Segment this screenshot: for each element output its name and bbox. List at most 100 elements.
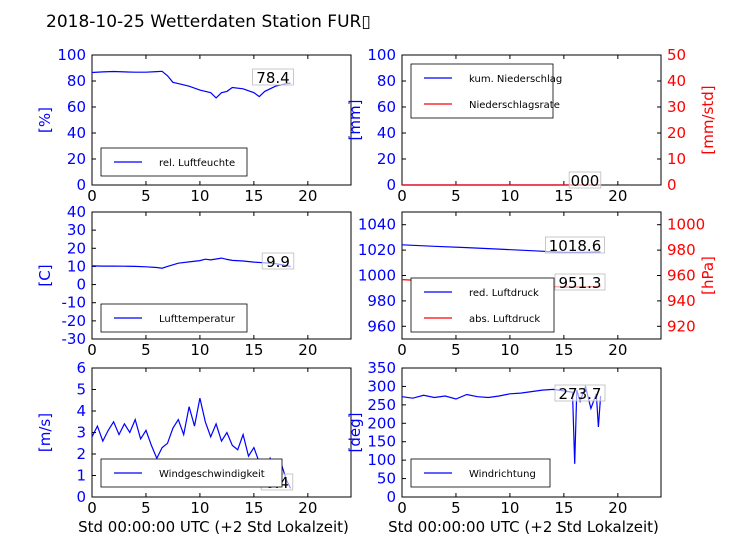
x-axis-label: Std 00:00:00 UTC (+2 Std Lokalzeit) [388, 518, 659, 536]
y-tick-label: -20 [62, 312, 87, 330]
y-tick-label: 60 [67, 98, 86, 116]
legend-box [410, 63, 554, 119]
plot-frame [401, 367, 662, 498]
y-tick-label: 2 [76, 445, 86, 463]
y-tick-label: 100 [57, 46, 86, 64]
y-tick-label: 80 [377, 72, 396, 90]
x-tick-label: 20 [608, 499, 627, 517]
y-tick-label: 1040 [358, 216, 396, 234]
plot-frame [91, 54, 352, 186]
y-tick-label: 5 [76, 381, 86, 399]
y-tick-label: 0 [76, 176, 86, 194]
y2-axis-label: [mm/std] [699, 85, 717, 154]
y-tick-label: 50 [377, 470, 396, 488]
annotation-box [252, 68, 294, 86]
figure-title: 2018-10-25 Wetterdaten Station FUR▯ [46, 12, 371, 32]
x-tick-label: 0 [397, 499, 407, 517]
y-tick-label: -30 [62, 330, 87, 348]
y-axis-label: [%] [36, 107, 54, 133]
annotation-label: 951.3 [559, 274, 602, 292]
y-tick-label: 20 [67, 239, 86, 257]
x-tick-label: 20 [298, 341, 317, 359]
y2-tick-label: 50 [667, 46, 686, 64]
series-line-1 [92, 70, 291, 99]
y-axis-label: [deg] [346, 413, 364, 453]
y-tick-label: 40 [67, 124, 86, 142]
x-tick-label: 10 [500, 187, 519, 205]
y-tick-label: 300 [367, 377, 396, 395]
annotation-box [568, 171, 602, 189]
y-tick-label: 1020 [358, 241, 396, 259]
y-tick-label: 250 [367, 396, 396, 414]
legend-label: rel. Luftfeuchte [159, 158, 235, 169]
x-axis-label: Std 00:00:00 UTC (+2 Std Lokalzeit) [78, 518, 349, 536]
annotation-box [261, 252, 295, 270]
y-tick-label: 20 [67, 150, 86, 168]
x-tick-label: 20 [608, 187, 627, 205]
y-tick-label: 1 [76, 467, 86, 485]
y-tick-label: 150 [367, 433, 396, 451]
y-axis-label: [C] [36, 264, 54, 286]
y-tick-label: 60 [377, 98, 396, 116]
x-tick-label: 5 [451, 187, 461, 205]
y-tick-label: 0 [386, 488, 396, 506]
annotation-box [554, 384, 606, 402]
x-tick-label: 15 [554, 187, 573, 205]
annotation-label: 78.4 [256, 69, 289, 87]
x-tick-label: 5 [451, 341, 461, 359]
panel-3: 0 5 10 15 20-30-20-10010203040[C]9.9Lufttemp… [36, 203, 352, 359]
y2-tick-label: 30 [667, 98, 686, 116]
x-tick-label: 10 [190, 187, 209, 205]
y-tick-label: -10 [62, 294, 87, 312]
annotation-label: 273.7 [559, 385, 602, 403]
y-tick-label: 3 [76, 424, 86, 442]
y2-tick-label: 40 [667, 72, 686, 90]
y2-tick-label: 10 [667, 150, 686, 168]
x-tick-label: 10 [500, 499, 519, 517]
x-tick-label: 15 [554, 499, 573, 517]
y2-tick-label: 920 [667, 317, 696, 335]
y-tick-label: 30 [67, 221, 86, 239]
x-tick-label: 15 [244, 499, 263, 517]
y-tick-label: 6 [76, 359, 86, 377]
annotation-box [545, 236, 606, 254]
y-tick-label: 980 [367, 292, 396, 310]
y-tick-label: 0 [386, 176, 396, 194]
y-tick-label: 1000 [358, 267, 396, 285]
y-tick-label: 20 [377, 150, 396, 168]
y-tick-label: 40 [377, 124, 396, 142]
x-tick-label: 0 [87, 341, 97, 359]
y2-axis-label: [hPa] [699, 256, 717, 295]
x-tick-label: 0 [87, 499, 97, 517]
x-tick-label: 10 [190, 499, 209, 517]
x-tick-label: 20 [608, 341, 627, 359]
x-tick-label: 5 [451, 499, 461, 517]
x-tick-label: 5 [141, 341, 151, 359]
y-tick-label: 80 [67, 72, 86, 90]
y2-tick-label: 980 [667, 241, 696, 259]
legend-label: Lufttemperatur [159, 314, 236, 325]
y-axis-label: [mm] [346, 100, 364, 141]
panel-1: 0 5 10 15 20 0 20 40 60 80 100 [%] 78.4 rel. Luftfeuc… [36, 46, 352, 205]
y2-tick-label: 20 [667, 124, 686, 142]
plot-frame [91, 211, 352, 340]
x-tick-label: 10 [190, 341, 209, 359]
x-tick-label: 0 [397, 187, 407, 205]
x-tick-label: 15 [244, 341, 263, 359]
x-tick-label: 15 [244, 187, 263, 205]
x-tick-label: 5 [141, 499, 151, 517]
legend-label: red. Luftdruck [469, 288, 539, 299]
x-tick-label: 0 [397, 341, 407, 359]
y-tick-label: 4 [76, 402, 86, 420]
y-tick-label: 0 [76, 488, 86, 506]
y-tick-label: 10 [67, 257, 86, 275]
legend-box [410, 277, 555, 333]
y-tick-label: 0 [76, 276, 86, 294]
y-tick-label: 350 [367, 359, 396, 377]
y2-tick-label: 940 [667, 292, 696, 310]
